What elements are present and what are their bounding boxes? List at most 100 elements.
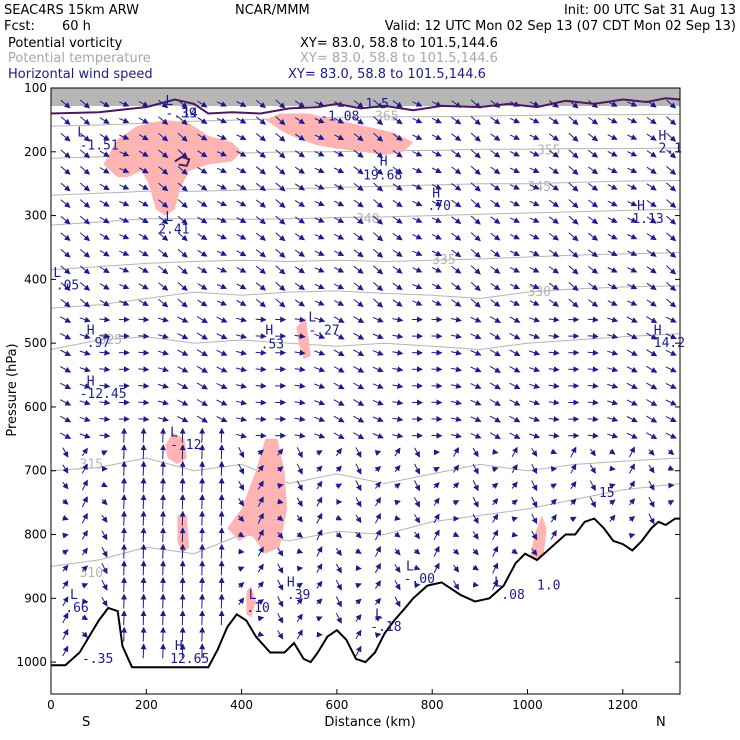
wind-vector bbox=[392, 100, 403, 108]
wind-vector bbox=[199, 510, 206, 526]
wind-vector bbox=[277, 596, 284, 608]
wind-vector bbox=[666, 265, 677, 275]
wind-vector bbox=[218, 593, 225, 609]
wind-vector bbox=[529, 333, 541, 340]
wind-vector bbox=[238, 597, 245, 606]
wind-vector bbox=[197, 100, 208, 108]
wind-vector bbox=[255, 249, 266, 258]
wind-vector bbox=[138, 366, 150, 373]
theta-line bbox=[50, 457, 681, 485]
wind-vector bbox=[431, 233, 442, 240]
wind-vector bbox=[60, 366, 72, 373]
wind-vector bbox=[140, 527, 147, 543]
wind-vector bbox=[492, 529, 499, 541]
wind-vector bbox=[665, 416, 677, 422]
wind-vector bbox=[353, 249, 364, 258]
wind-vector bbox=[372, 366, 384, 373]
wind-vector bbox=[666, 99, 677, 109]
wind-vector bbox=[60, 182, 71, 192]
wind-vector bbox=[627, 167, 638, 174]
wind-vector bbox=[257, 599, 265, 606]
wind-vector bbox=[160, 576, 167, 592]
wind-vector bbox=[374, 466, 382, 473]
extrema-label: -.12 bbox=[170, 438, 201, 453]
wind-vector bbox=[374, 513, 381, 524]
wind-vector bbox=[529, 167, 540, 173]
wind-vector bbox=[451, 149, 462, 158]
theta-label: 340 bbox=[356, 212, 379, 227]
wind-vector bbox=[450, 366, 462, 373]
wind-vector bbox=[199, 494, 206, 510]
wind-vector bbox=[607, 349, 619, 356]
wind-vector bbox=[453, 564, 460, 573]
wind-vector bbox=[179, 460, 186, 476]
wind-vector bbox=[335, 483, 343, 490]
wind-vector bbox=[218, 427, 225, 443]
wind-vector bbox=[335, 563, 342, 574]
wind-vector bbox=[607, 383, 619, 389]
wind-vector bbox=[237, 582, 245, 589]
wind-vector bbox=[607, 167, 618, 174]
wind-vector bbox=[334, 117, 345, 124]
wind-vector bbox=[138, 134, 149, 141]
wind-vector bbox=[509, 250, 520, 256]
wind-vector bbox=[121, 460, 128, 476]
wind-vector bbox=[294, 299, 306, 307]
wind-vector bbox=[392, 216, 403, 224]
wind-vector bbox=[646, 349, 658, 357]
wind-vector bbox=[587, 299, 599, 308]
extrema-label: 2.41 bbox=[158, 223, 189, 238]
wind-vector bbox=[296, 582, 304, 589]
extrema-label: H bbox=[87, 374, 95, 389]
wind-vector bbox=[373, 298, 384, 308]
wind-vector bbox=[62, 481, 69, 490]
wind-vector bbox=[607, 233, 618, 240]
pv-region bbox=[246, 585, 256, 618]
wind-vector bbox=[412, 150, 423, 157]
wind-vector bbox=[568, 132, 579, 142]
wind-vector bbox=[373, 199, 384, 209]
wind-vector bbox=[79, 116, 91, 126]
wind-vector bbox=[470, 416, 482, 422]
wind-vector bbox=[294, 366, 306, 373]
wind-vector bbox=[646, 183, 657, 191]
wind-vector bbox=[275, 149, 286, 159]
wind-vector bbox=[394, 499, 401, 506]
wind-vector bbox=[275, 232, 286, 242]
extrema-label: -12.45 bbox=[80, 387, 127, 402]
wind-vector bbox=[509, 300, 520, 306]
wind-vector bbox=[413, 564, 421, 571]
wind-vector bbox=[492, 562, 499, 574]
wind-vector bbox=[101, 530, 108, 541]
wind-vector bbox=[138, 349, 150, 356]
wind-vector bbox=[158, 232, 169, 241]
wind-vector bbox=[160, 626, 167, 642]
wind-vector bbox=[275, 99, 286, 109]
field-xy-theta: XY= 83.0, 58.8 to 101.5,144.6 bbox=[300, 51, 498, 66]
wind-vector bbox=[99, 333, 111, 340]
wind-vector bbox=[140, 643, 147, 659]
wind-vector bbox=[509, 184, 520, 190]
wind-vector bbox=[492, 545, 499, 557]
wind-vector bbox=[296, 463, 303, 475]
wind-vector bbox=[121, 576, 128, 592]
wind-vector bbox=[335, 548, 342, 557]
wind-vector bbox=[79, 232, 91, 242]
wind-vector bbox=[275, 265, 286, 275]
wind-vector bbox=[450, 416, 462, 423]
wind-vector bbox=[472, 496, 479, 508]
wind-vector bbox=[529, 399, 541, 406]
wind-vector bbox=[334, 250, 345, 256]
x-tick-label: 800 bbox=[421, 698, 444, 712]
wind-vector bbox=[587, 432, 599, 439]
wind-vector bbox=[60, 132, 71, 142]
wind-vector bbox=[119, 167, 130, 174]
wind-vector bbox=[568, 298, 579, 308]
wind-vector bbox=[275, 215, 286, 225]
wind-vector bbox=[121, 494, 128, 510]
wind-vector bbox=[119, 217, 130, 223]
wind-vector bbox=[373, 282, 384, 292]
wind-vector bbox=[236, 167, 247, 174]
wind-vector bbox=[99, 183, 110, 191]
